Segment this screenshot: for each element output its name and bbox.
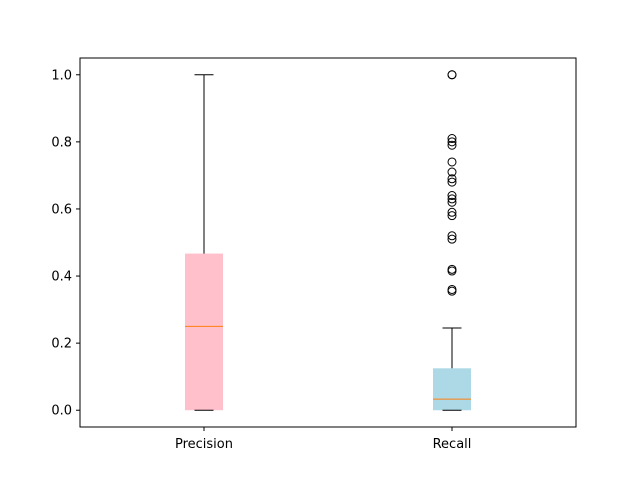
outlier-point (447, 70, 457, 80)
outlier-point (447, 231, 457, 241)
outlier-point (447, 197, 457, 207)
outlier-point (447, 177, 457, 187)
x-tick-label: Recall (433, 437, 472, 452)
outlier-point (447, 191, 457, 201)
outlier-point (447, 140, 457, 150)
y-tick-label: 0.2 (51, 337, 72, 352)
outlier-point (447, 207, 457, 217)
outlier-point (447, 137, 457, 147)
box-recall (433, 70, 471, 411)
plot-area (185, 70, 471, 411)
y-axis: 0.0 0.2 0.4 0.6 0.8 1.0 (51, 68, 80, 419)
axes-frame (79, 57, 577, 428)
outlier-point (447, 174, 457, 184)
outlier-point (447, 286, 457, 296)
y-tick-label: 0.8 (51, 135, 72, 150)
x-axis: Precision Recall (175, 427, 471, 452)
outlier-point (447, 167, 457, 177)
outlier-point (447, 157, 457, 167)
y-tick-label: 0.0 (51, 404, 72, 419)
outlier-point (447, 234, 457, 244)
box-body (433, 368, 471, 411)
y-tick-label: 1.0 (51, 68, 72, 83)
x-tick-label: Precision (175, 437, 233, 452)
y-tick-label: 0.6 (51, 202, 72, 217)
outlier-point (447, 194, 457, 204)
outlier-point (447, 266, 457, 276)
outlier-point (447, 211, 457, 221)
outlier-point (447, 134, 457, 144)
box-precision (185, 74, 223, 411)
y-tick-label: 0.4 (51, 270, 72, 285)
box-body (185, 253, 223, 411)
